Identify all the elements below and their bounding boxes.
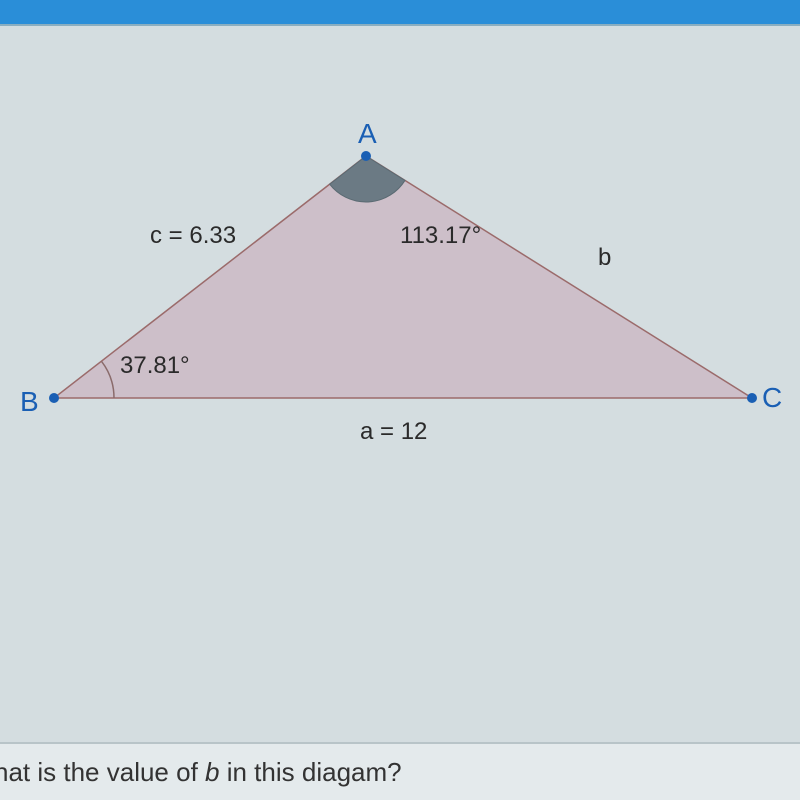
question-variable: b bbox=[205, 757, 219, 787]
question-bar: hat is the value of b in this diagam? bbox=[0, 742, 800, 800]
side-label-a: a = 12 bbox=[360, 418, 427, 446]
vertex-label-a: A bbox=[358, 118, 377, 150]
side-label-b: b bbox=[598, 244, 611, 272]
window-titlebar bbox=[0, 0, 800, 26]
question-prefix: hat is the value of bbox=[0, 757, 205, 787]
vertex-point-b bbox=[49, 393, 59, 403]
diagram-canvas: A B C c = 6.33 113.17° b 37.81° a = 12 bbox=[0, 26, 800, 800]
question-text: hat is the value of b in this diagam? bbox=[0, 757, 402, 788]
vertex-label-b: B bbox=[20, 386, 39, 418]
angle-label-b: 37.81° bbox=[120, 352, 190, 380]
angle-label-a: 113.17° bbox=[400, 222, 481, 250]
triangle-diagram bbox=[0, 26, 800, 766]
vertex-point-a bbox=[361, 151, 371, 161]
side-label-c: c = 6.33 bbox=[150, 222, 236, 250]
question-suffix: in this diagam? bbox=[220, 757, 402, 787]
vertex-point-c bbox=[747, 393, 757, 403]
vertex-label-c: C bbox=[762, 382, 782, 414]
